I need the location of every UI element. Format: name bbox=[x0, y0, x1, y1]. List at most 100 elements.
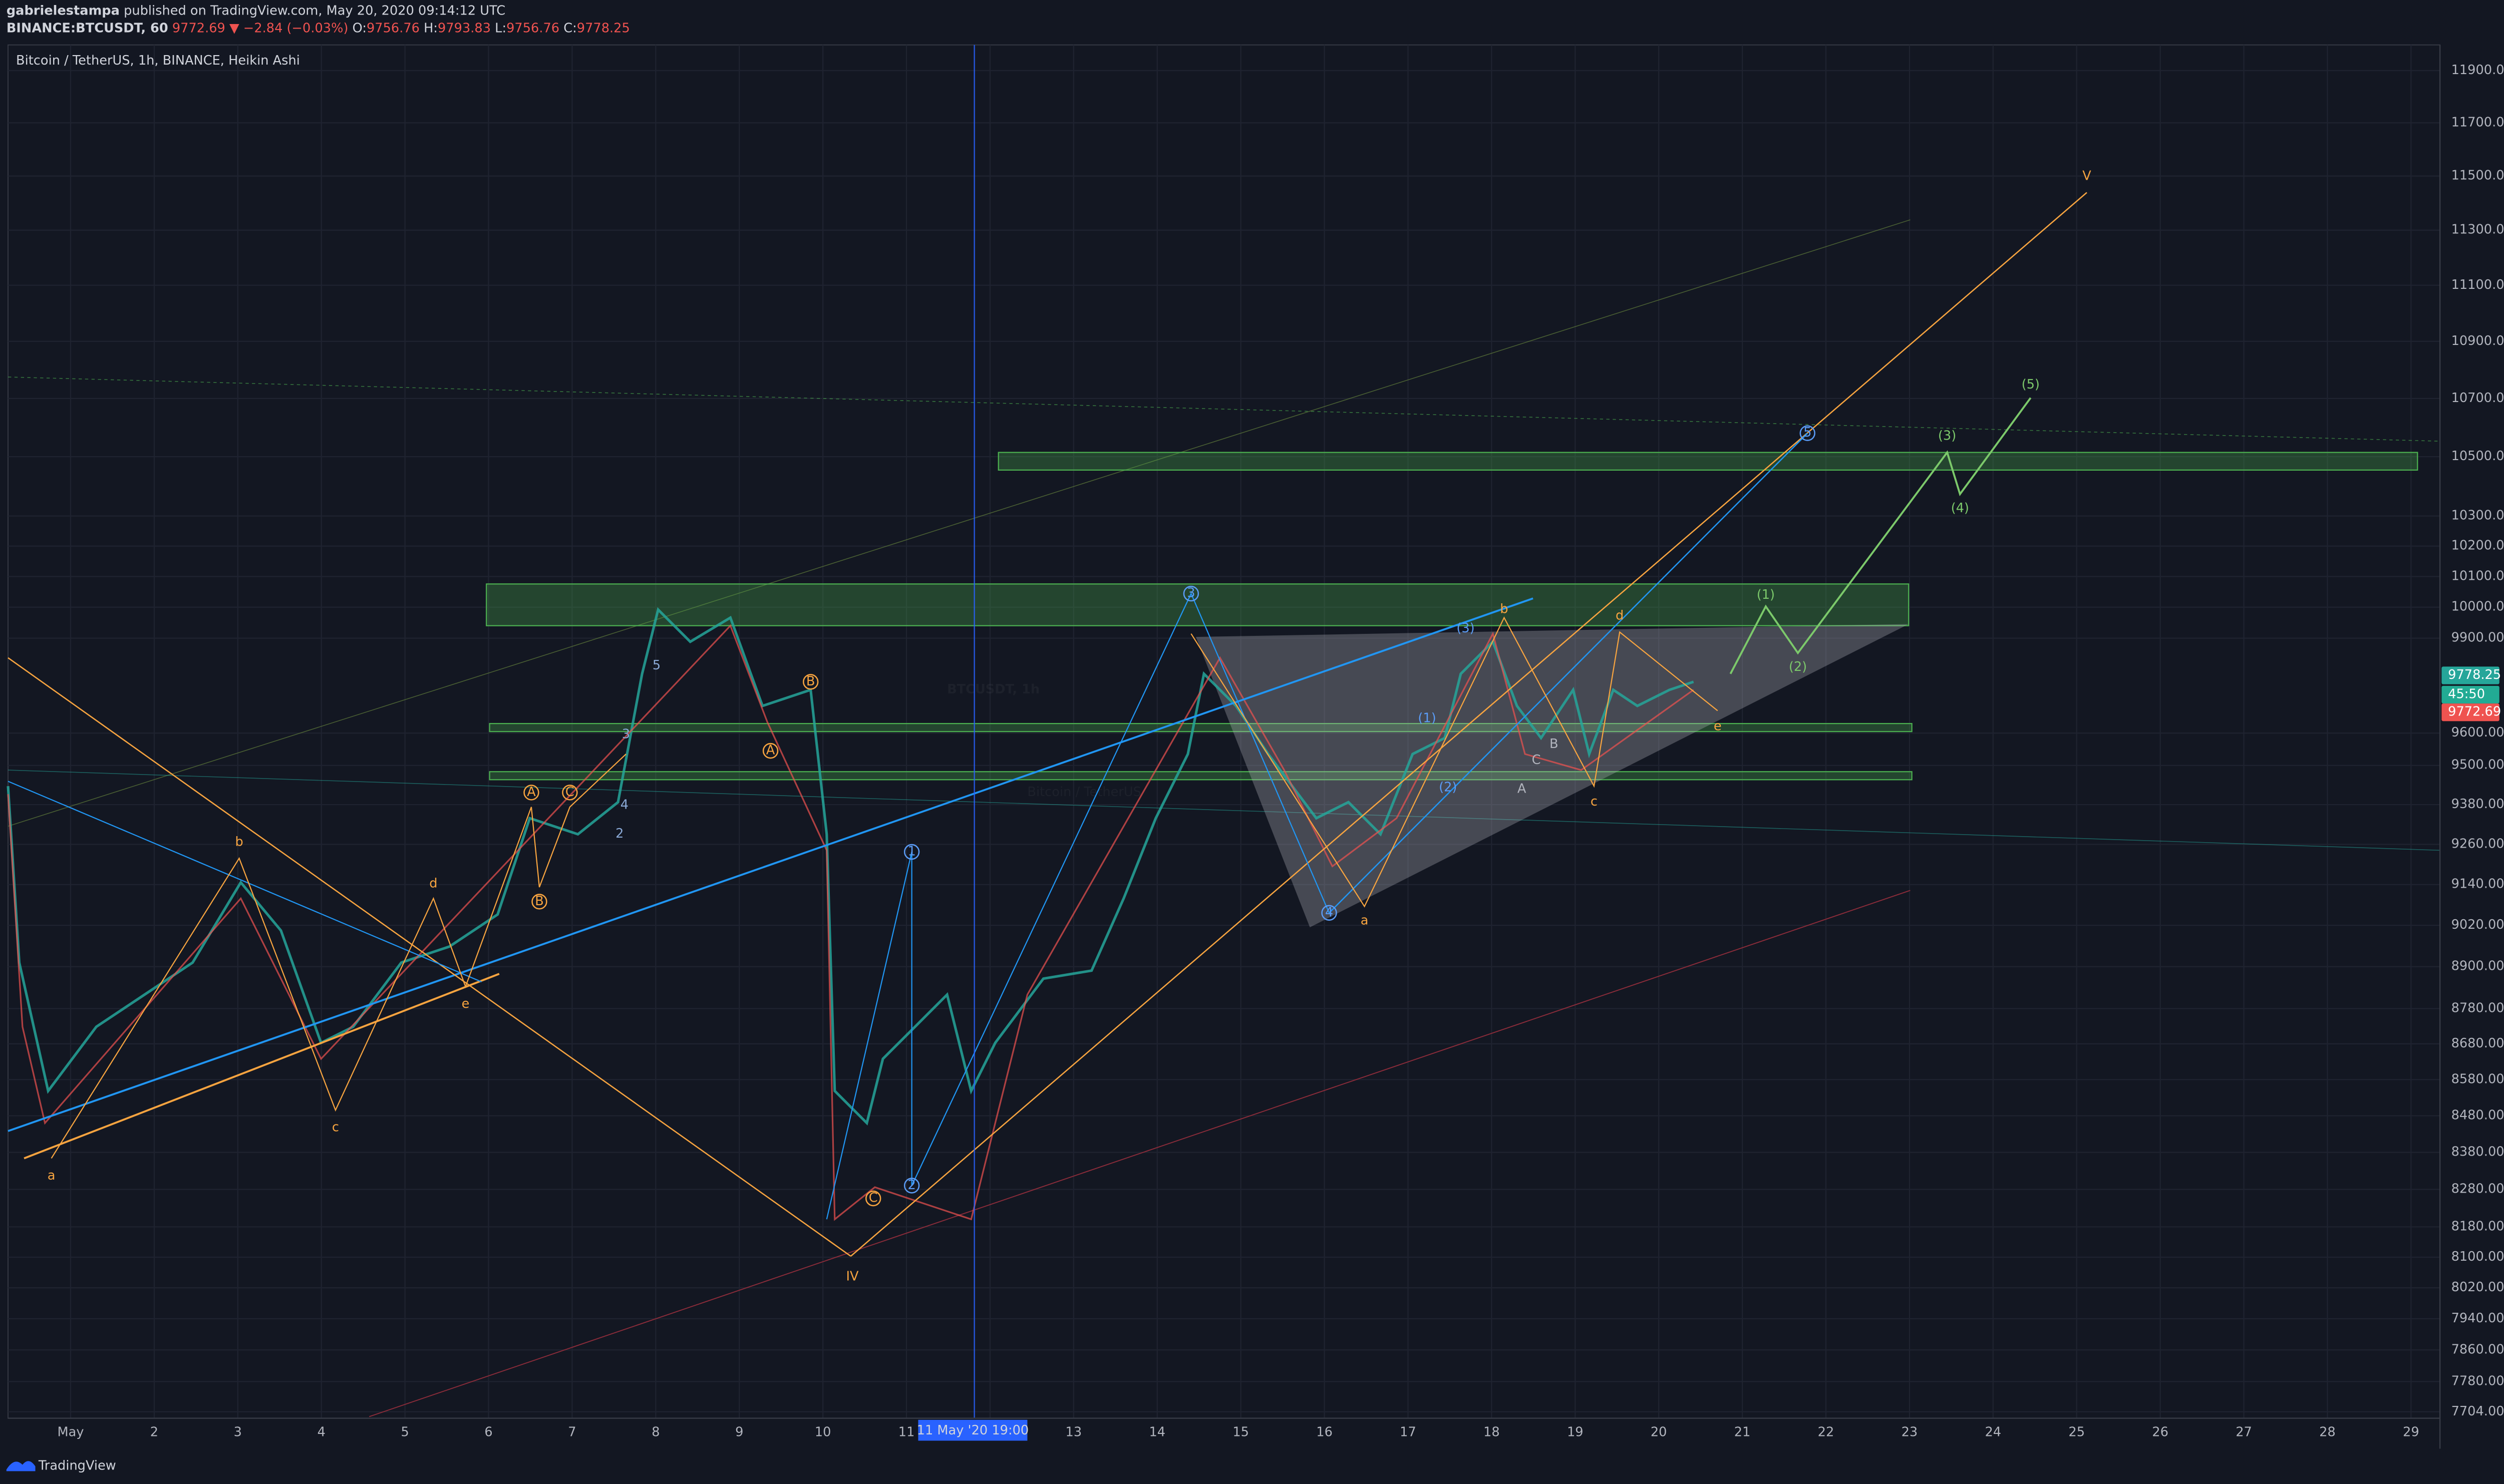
ohlc-label: H: bbox=[424, 21, 438, 36]
wave-label: B bbox=[806, 674, 815, 689]
price-label: 9260.00 bbox=[2451, 836, 2504, 851]
price-label: 11300.00 bbox=[2451, 222, 2504, 237]
time-label: 13 bbox=[1066, 1424, 1082, 1439]
wave-circle bbox=[1321, 905, 1337, 921]
logo bbox=[6, 1461, 36, 1471]
wave-label: 2 bbox=[615, 826, 623, 841]
change: ▼ −2.84 (−0.03%) bbox=[229, 21, 348, 36]
time-label: 23 bbox=[1902, 1424, 1918, 1439]
time-label: 7 bbox=[568, 1424, 576, 1439]
price-label: 11900.00 bbox=[2451, 63, 2504, 78]
price-tag bbox=[2441, 685, 2499, 704]
wave-label: e bbox=[462, 996, 470, 1011]
wave-label: V bbox=[2082, 168, 2091, 183]
time-label: 16 bbox=[1316, 1424, 1333, 1439]
price-label: 9020.00 bbox=[2451, 917, 2504, 932]
price-label: 8680.00 bbox=[2451, 1036, 2504, 1051]
wave-circle bbox=[903, 844, 920, 860]
price-path bbox=[7, 607, 1694, 1126]
price-label: 11100.00 bbox=[2451, 277, 2504, 292]
wave-label: e bbox=[1714, 719, 1722, 734]
wave-label: 4 bbox=[1325, 905, 1333, 920]
trend-line bbox=[8, 219, 1911, 827]
time-label: 6 bbox=[484, 1424, 492, 1439]
time-label: 20 bbox=[1651, 1424, 1667, 1439]
price-label: 8100.00 bbox=[2451, 1249, 2504, 1264]
wave-label: 5 bbox=[653, 658, 661, 673]
wave-label: (1) bbox=[1418, 711, 1436, 726]
wave-label: A bbox=[1517, 782, 1526, 797]
price-label: 9380.00 bbox=[2451, 797, 2504, 812]
wave-label: B bbox=[535, 894, 544, 909]
price-label: 8900.00 bbox=[2451, 959, 2504, 974]
price-label: 8780.00 bbox=[2451, 1000, 2504, 1015]
price-tag bbox=[2441, 703, 2499, 721]
price-tag bbox=[2441, 666, 2499, 684]
projection-path bbox=[1729, 397, 2032, 674]
legend: Bitcoin / TetherUS, 1h, BINANCE, Heikin … bbox=[16, 53, 300, 68]
price-label: 9600.00 bbox=[2451, 725, 2504, 740]
footer: TradingView bbox=[6, 1458, 116, 1473]
time-label: 29 bbox=[2403, 1424, 2419, 1439]
wave-label: c bbox=[332, 1120, 339, 1135]
price-label: 8280.00 bbox=[2451, 1182, 2504, 1197]
wave-path bbox=[1190, 616, 1718, 908]
published: published on TradingView.com, May 20, 20… bbox=[124, 3, 505, 18]
price-label: 9900.00 bbox=[2451, 630, 2504, 645]
trend-line bbox=[850, 192, 2087, 1257]
last: 9772.69 bbox=[172, 21, 225, 36]
wave-label: C bbox=[1532, 753, 1541, 768]
price-tag-label: 45:50 bbox=[2448, 686, 2485, 701]
wave-circle bbox=[903, 1178, 920, 1194]
price-label: 10500.00 bbox=[2451, 449, 2504, 464]
time-label: 8 bbox=[652, 1424, 660, 1439]
time-label: 9 bbox=[735, 1424, 743, 1439]
trend-line bbox=[8, 597, 1533, 1132]
wave-label: (3) bbox=[1938, 429, 1956, 444]
wave-circle bbox=[802, 674, 819, 690]
wave-label: 1 bbox=[907, 844, 915, 859]
trend-line bbox=[369, 890, 1911, 1417]
wave-label: C bbox=[565, 785, 574, 800]
crosshair-label: 11 May '20 19:00 bbox=[917, 1423, 1029, 1438]
trend-line bbox=[1329, 433, 1808, 914]
wave-label: a bbox=[1361, 913, 1369, 928]
price-label: 7780.00 bbox=[2451, 1373, 2504, 1388]
wave-label: (2) bbox=[1789, 659, 1807, 674]
grid bbox=[8, 45, 2440, 1418]
zone bbox=[998, 452, 2418, 471]
zone bbox=[489, 723, 1913, 732]
time-label: 4 bbox=[318, 1424, 326, 1439]
crosshair-tag bbox=[918, 1419, 1028, 1441]
wave-label: (2) bbox=[1439, 780, 1457, 795]
time-label: 19 bbox=[1567, 1424, 1584, 1439]
ohlc-value: 9793.83 bbox=[438, 21, 491, 36]
wave-circle bbox=[562, 785, 578, 801]
time-label: 24 bbox=[1985, 1424, 2001, 1439]
price-label: 10700.00 bbox=[2451, 391, 2504, 406]
wave-circle bbox=[1183, 585, 1199, 602]
wave-label: (1) bbox=[1757, 587, 1775, 602]
time-label: 25 bbox=[2068, 1424, 2085, 1439]
ohlc-label: C: bbox=[563, 21, 577, 36]
time-label: 27 bbox=[2236, 1424, 2252, 1439]
wave-circle bbox=[1799, 425, 1815, 441]
ohlc-value: 9778.25 bbox=[577, 21, 630, 36]
trend-line bbox=[8, 377, 2440, 442]
author: gabrielestampa bbox=[7, 3, 120, 18]
time-label: 26 bbox=[2152, 1424, 2168, 1439]
price-label: 10300.00 bbox=[2451, 508, 2504, 523]
price-tag-label: 9778.25 bbox=[2448, 667, 2501, 682]
price-label: 9500.00 bbox=[2451, 758, 2504, 773]
price-path bbox=[7, 624, 1694, 1221]
time-label: 2 bbox=[150, 1424, 158, 1439]
price-label: 8480.00 bbox=[2451, 1108, 2504, 1123]
price-label: 7940.00 bbox=[2451, 1311, 2504, 1326]
wave-path bbox=[826, 592, 1330, 1220]
time-label: 15 bbox=[1232, 1424, 1249, 1439]
wave-circle bbox=[762, 743, 779, 759]
price-label: 10000.00 bbox=[2451, 599, 2504, 614]
wave-circle bbox=[865, 1190, 881, 1207]
wave-label: C bbox=[869, 1191, 878, 1206]
wave-label: 5 bbox=[1803, 425, 1811, 440]
